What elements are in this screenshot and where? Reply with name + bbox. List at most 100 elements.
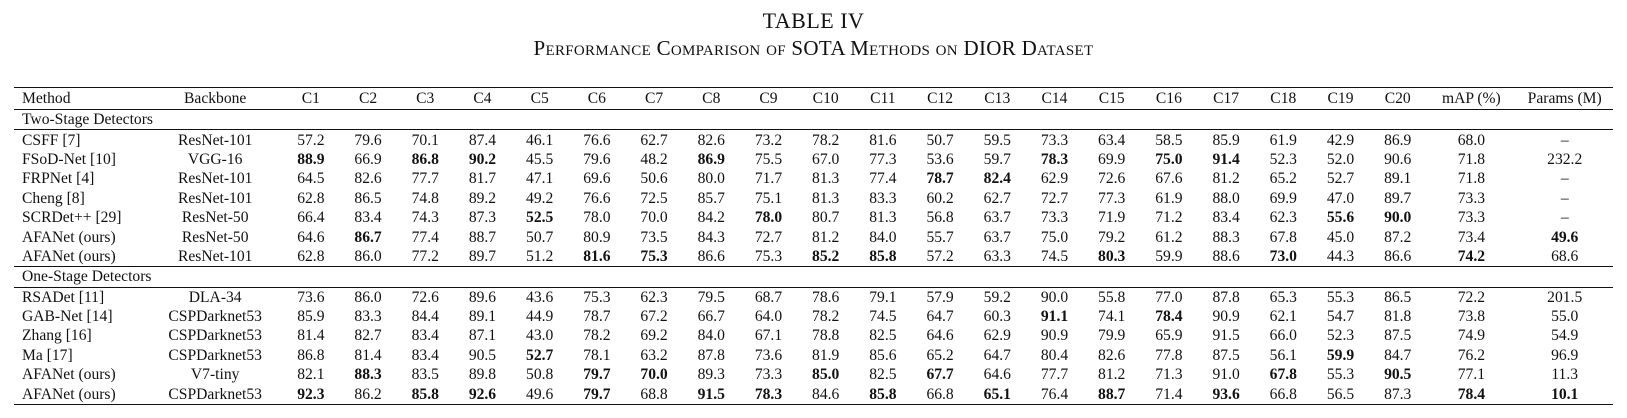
value-cell: 88.7 (468, 228, 497, 246)
value-cell: 91.5 (682, 384, 740, 405)
value-cell: 81.8 (1384, 308, 1412, 326)
column-header: C10 (797, 87, 855, 110)
value-cell: 87.5 (1212, 346, 1240, 364)
value-cell: 69.6 (583, 170, 611, 188)
value-cell: 81.2 (812, 228, 840, 246)
table-row: Ma [17] CSPDarknet53 86.8 81.4 83.4 90.5 52.7 7… (14, 346, 1613, 365)
method-cell: GAB-Net [14] (22, 308, 113, 326)
value-cell: 78.6 (812, 288, 840, 306)
column-header: C18 (1254, 87, 1312, 110)
value-cell: 77.2 (411, 247, 439, 265)
value-cell: 63.7 (983, 209, 1011, 227)
value-cell: 72.7 (754, 228, 783, 246)
value-cell: 67.8 (1269, 366, 1297, 384)
value-cell: 85.0 (812, 366, 840, 384)
value-cell: 44.3 (1326, 247, 1355, 265)
value-cell: 79.5 (697, 288, 725, 306)
value-cell: 75.0 (1155, 150, 1183, 168)
value-cell: 68.0 (1457, 131, 1486, 149)
table-row: AFANet (ours) ResNet-101 62.8 86.0 77.2 89.7 5… (14, 247, 1613, 267)
value-cell: 75.3 (754, 247, 783, 265)
table-row: AFANet (ours) CSPDarknet53 92.3 86.2 85.8 92.… (14, 384, 1613, 405)
value-cell: 50.7 (926, 131, 954, 149)
backbone-cell: ResNet-101 (177, 189, 253, 207)
value-cell: 71.8 (1457, 150, 1486, 168)
value-cell: 87.3 (468, 209, 497, 227)
value-cell: 62.9 (983, 327, 1011, 345)
method-cell: FSoD-Net [10] (22, 150, 116, 168)
value-cell: 88.9 (297, 150, 325, 168)
value-cell: 67.0 (812, 150, 840, 168)
value-cell: 64.6 (983, 366, 1011, 384)
value-cell: 67.1 (754, 327, 783, 345)
table-number: TABLE IV (762, 8, 865, 33)
value-cell: 81.3 (869, 209, 897, 227)
value-cell: 79.6 (354, 131, 382, 149)
value-cell: 82.5 (869, 327, 897, 345)
value-cell: 55.0 (1551, 308, 1579, 326)
value-cell: 88.3 (1212, 228, 1240, 246)
value-cell: 67.8 (1269, 228, 1297, 246)
value-cell: 51.2 (526, 247, 554, 265)
table-row: CSFF [7] ResNet-101 57.2 79.6 70.1 87.4 46.1 76… (14, 130, 1613, 150)
value-cell: 77.4 (869, 170, 897, 188)
value-cell: 60.3 (983, 308, 1011, 326)
table-header-row: Method Backbone C1 C2 C3 C4 C5 C6 C7 C8 C9 C10 C11 C1… (14, 87, 1613, 110)
value-cell: 84.0 (869, 228, 897, 246)
value-cell: 74.3 (411, 209, 439, 227)
table-caption: TABLE IV Performance Comparison of SOTA … (0, 0, 1627, 62)
value-cell: 81.3 (812, 170, 840, 188)
value-cell: 201.5 (1547, 288, 1583, 306)
value-cell: 82.6 (1098, 346, 1126, 364)
value-cell: 79.1 (869, 288, 897, 306)
value-cell: 55.3 (1326, 288, 1355, 306)
value-cell: 87.5 (1384, 327, 1412, 345)
value-cell: 77.3 (1098, 189, 1126, 207)
value-cell: 53.6 (926, 150, 954, 168)
value-cell: 77.7 (1040, 366, 1069, 384)
value-cell: 62.7 (983, 189, 1011, 207)
column-header: C13 (968, 87, 1026, 110)
method-cell: Ma [17] (22, 346, 73, 364)
value-cell: 77.3 (869, 150, 897, 168)
backbone-cell: ResNet-101 (177, 170, 253, 188)
value-cell: 83.4 (1212, 209, 1240, 227)
value-cell: 74.8 (411, 189, 439, 207)
value-cell: 90.6 (1384, 150, 1412, 168)
value-cell: 74.2 (1457, 247, 1486, 265)
value-cell: 80.9 (583, 228, 611, 246)
value-cell: 81.4 (297, 327, 325, 345)
value-cell: 55.8 (1098, 288, 1126, 306)
value-cell: 78.1 (583, 346, 611, 364)
value-cell: 57.9 (926, 288, 954, 306)
value-cell: 78.3 (1040, 150, 1069, 168)
value-cell: 65.2 (926, 346, 954, 364)
value-cell: 73.3 (754, 366, 783, 384)
value-cell: 60.2 (926, 189, 954, 207)
value-cell: 86.7 (354, 228, 382, 246)
value-cell: 59.2 (983, 288, 1011, 306)
method-cell: AFANet (ours) (22, 366, 116, 384)
value-cell: 90.5 (468, 346, 497, 364)
value-cell: 81.6 (869, 131, 897, 149)
value-cell: 62.3 (1269, 209, 1297, 227)
value-cell: 80.0 (697, 170, 725, 188)
value-cell: 57.2 (926, 247, 954, 265)
value-cell: 64.6 (926, 327, 954, 345)
table-row: AFANet (ours) ResNet-50 64.6 86.7 77.4 88.7 50… (14, 227, 1613, 246)
value-cell: 69.2 (640, 327, 668, 345)
value-cell: 90.5 (1384, 366, 1412, 384)
value-cell: 87.4 (468, 131, 497, 149)
table-row: FSoD-Net [10] VGG-16 88.9 66.9 86.8 90.2 45.5 7… (14, 150, 1613, 169)
value-cell: 93.6 (1197, 384, 1255, 405)
backbone-cell: ResNet-101 (177, 131, 253, 149)
value-cell: 73.3 (1457, 189, 1486, 207)
value-cell: 88.0 (1212, 189, 1240, 207)
value-cell: 85.2 (812, 247, 840, 265)
value-cell: 78.7 (583, 308, 611, 326)
value-cell: 79.9 (1098, 327, 1126, 345)
value-cell: 66.7 (697, 308, 725, 326)
value-cell: 49.6 (1551, 228, 1579, 246)
value-cell: 78.8 (812, 327, 840, 345)
value-cell: 78.7 (926, 170, 954, 188)
